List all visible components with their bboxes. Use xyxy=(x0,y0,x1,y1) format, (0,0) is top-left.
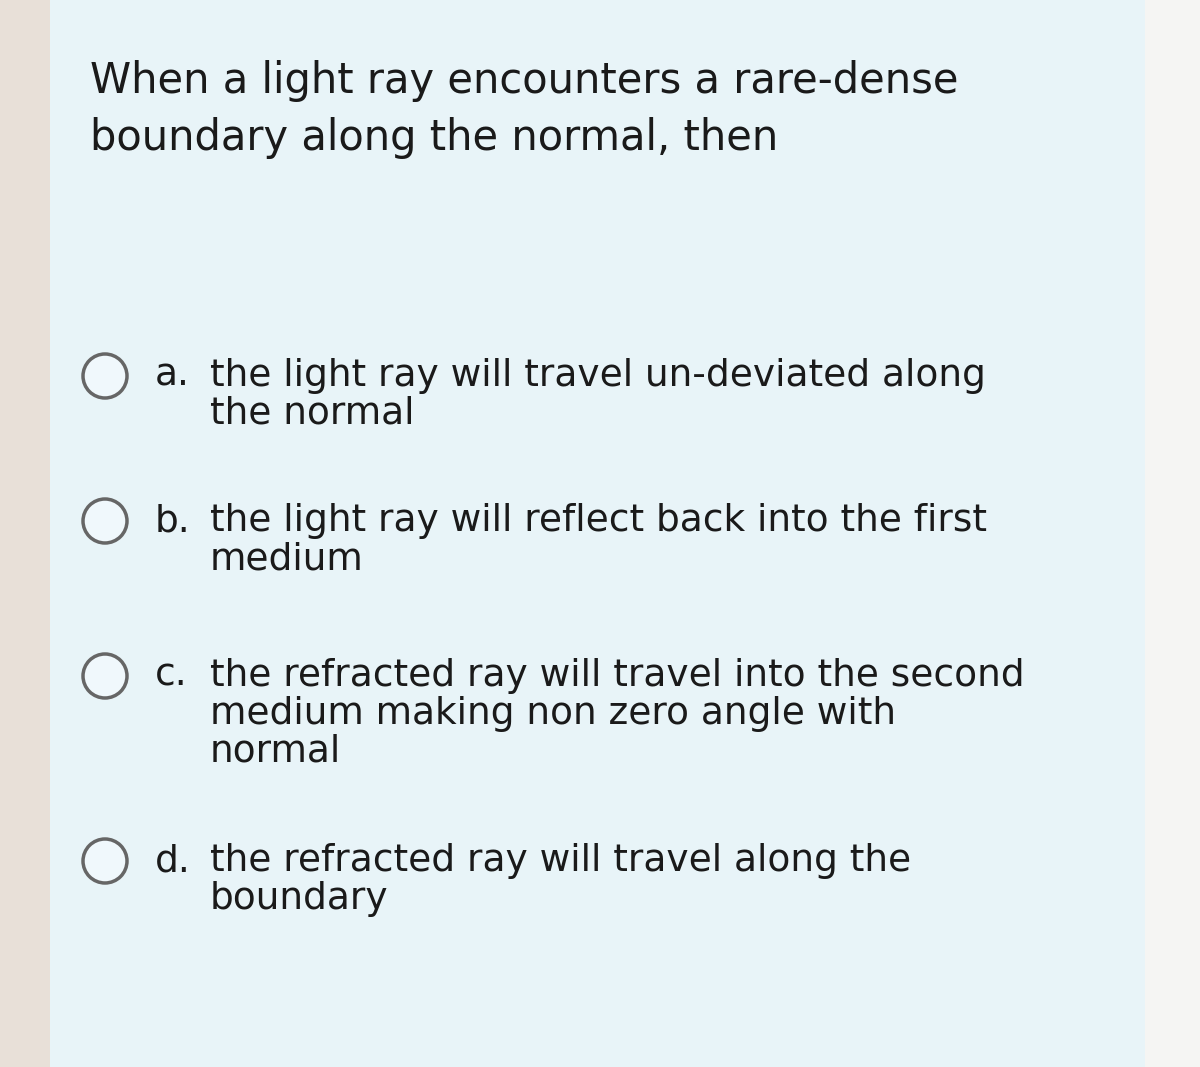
Bar xyxy=(1145,0,1200,1067)
Text: the refracted ray will travel into the second: the refracted ray will travel into the s… xyxy=(210,658,1025,694)
Text: the normal: the normal xyxy=(210,396,414,432)
Text: b.: b. xyxy=(155,503,191,539)
Text: the refracted ray will travel along the: the refracted ray will travel along the xyxy=(210,843,911,879)
Text: d.: d. xyxy=(155,843,191,879)
Text: the light ray will reflect back into the first: the light ray will reflect back into the… xyxy=(210,503,986,539)
Text: medium: medium xyxy=(210,541,364,577)
Text: medium making non zero angle with: medium making non zero angle with xyxy=(210,696,896,732)
Circle shape xyxy=(83,839,127,883)
Text: the light ray will travel un-deviated along: the light ray will travel un-deviated al… xyxy=(210,359,986,394)
Circle shape xyxy=(83,654,127,698)
Text: When a light ray encounters a rare-dense
boundary along the normal, then: When a light ray encounters a rare-dense… xyxy=(90,60,959,159)
Circle shape xyxy=(83,499,127,543)
Text: a.: a. xyxy=(155,359,190,394)
Text: boundary: boundary xyxy=(210,881,389,917)
Text: normal: normal xyxy=(210,734,341,770)
Circle shape xyxy=(83,354,127,398)
Bar xyxy=(0,0,50,1067)
Text: c.: c. xyxy=(155,658,187,694)
